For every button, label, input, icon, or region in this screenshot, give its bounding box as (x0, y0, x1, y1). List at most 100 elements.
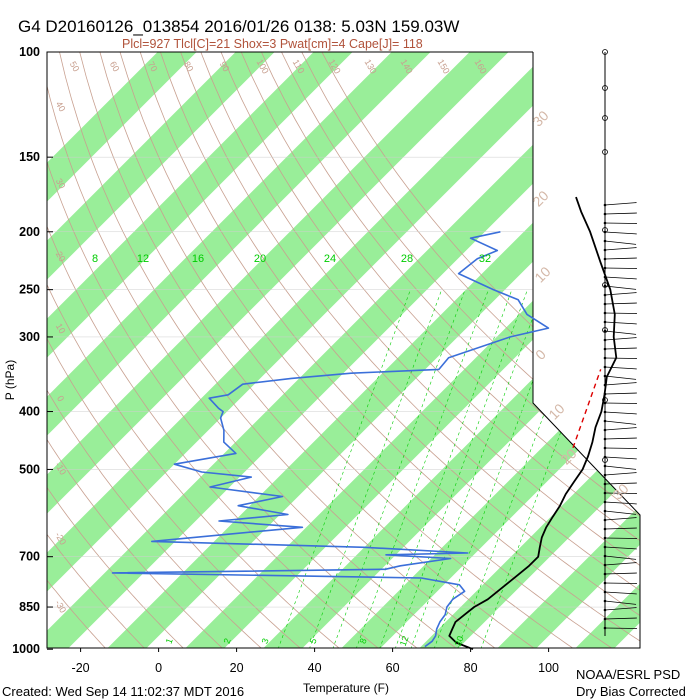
dry-adiabat-line (301, 52, 640, 648)
green-band (47, 52, 365, 648)
green-band (329, 52, 640, 648)
y-axis-label: P (hPa) (3, 360, 17, 400)
mixing-ratio-line (332, 289, 466, 648)
barb-shaft (604, 257, 637, 260)
green-band (47, 52, 599, 648)
dry-adiabat-line (180, 52, 640, 648)
temperature-tick-label: 60 (386, 661, 400, 675)
temperature-ticks: -20 0 20 40 60 80 100 (72, 648, 559, 675)
dry-adiabat-line (99, 52, 594, 648)
barb-calm-circle (602, 227, 608, 233)
pressure-tick-label: 100 (19, 45, 40, 59)
pressure-tick-label: 200 (19, 225, 40, 239)
mixing-ratio-line (433, 289, 567, 648)
barb-shaft (604, 420, 637, 425)
barb-calm-circle (602, 115, 608, 121)
barb-shaft (604, 465, 637, 470)
dry-adiabat-label: 50 (68, 60, 82, 74)
dry-adiabat-line (47, 52, 277, 648)
mixing-ratio-bottom-label: 12 (398, 635, 411, 648)
dry-adiabat-line (47, 52, 159, 648)
left-edge-adiabat-label: 10 (54, 322, 68, 336)
mixing-ratio-line (379, 289, 513, 648)
mixing-ratio-label: 28 (401, 253, 413, 265)
temperature-tick-label: -20 (72, 661, 90, 675)
dry-adiabat-line (220, 52, 640, 648)
barb-shaft (604, 302, 637, 305)
dry-adiabat-line (321, 52, 640, 648)
barb-shaft (604, 572, 637, 575)
mixing-ratio-label: 32 (479, 253, 491, 265)
barb-calm-circle (602, 282, 608, 288)
dry-adiabat-line (47, 52, 436, 648)
barb-shaft (604, 427, 637, 431)
barb-shaft (604, 330, 637, 335)
wind-barbs (602, 49, 637, 630)
dewpoint-series (111, 231, 550, 648)
temperature-series (448, 196, 618, 651)
dry-adiabat-line (119, 52, 633, 648)
mixing-ratio-bottom-label: 5 (308, 637, 319, 645)
dry-adiabats (47, 52, 640, 648)
barb-shaft (604, 482, 637, 485)
mixing-ratio-bottom-label: 3 (260, 637, 271, 645)
parcel-series (572, 369, 602, 449)
barb-shaft (604, 617, 637, 620)
barb-shaft (604, 510, 637, 515)
barb-shaft (604, 517, 637, 521)
barb-shaft (604, 437, 637, 440)
barb-shaft (604, 231, 637, 235)
barb-shaft (604, 562, 637, 566)
barb-shaft (604, 321, 637, 325)
mixing-ratio-label: 20 (254, 253, 266, 265)
pressure-tick-label: 850 (19, 600, 40, 614)
barb-shaft (604, 337, 637, 341)
mixing-ratio-line (394, 289, 528, 648)
pressure-ticks: 100 150 200 250 300 400 500 700 850 1000 (12, 45, 53, 656)
dry-adiabat-line (47, 52, 198, 648)
pressure-tick-label: 300 (19, 330, 40, 344)
chart-subtitle: Plcl=927 Tlcl[C]=21 Shox=3 Pwat[cm]=4 Ca… (122, 37, 423, 51)
dry-adiabat-line (261, 52, 640, 648)
barb-shaft (604, 375, 637, 380)
pressure-tick-label: 700 (19, 550, 40, 564)
dry-adiabat-line (47, 52, 119, 648)
green-band (47, 52, 443, 648)
pressure-tick-label: 150 (19, 150, 40, 164)
barb-shaft (604, 472, 637, 476)
barb-calm-circle (602, 149, 608, 155)
mixing-ratio-bottom-label: 1 (164, 637, 175, 645)
barb-shaft (604, 555, 637, 560)
barb-shaft (604, 212, 637, 215)
pressure-tick-label: 400 (19, 405, 40, 419)
barb-calm-circle (602, 457, 608, 463)
dry-adiabat-line (160, 52, 640, 648)
mixing-ratio-line (308, 289, 442, 648)
dry-adiabat-label: 60 (108, 60, 122, 74)
barb-shaft (604, 501, 637, 505)
barb-calm-circle (602, 85, 608, 91)
mixing-ratio-line (355, 289, 489, 648)
dry-adiabat-line (47, 52, 238, 648)
created-timestamp: Created: Wed Sep 14 11:02:37 MDT 2016 (2, 684, 244, 699)
pressure-tick-label: 250 (19, 283, 40, 297)
mixing-ratio-label: 12 (137, 253, 149, 265)
mixing-ratio-label: 16 (192, 253, 204, 265)
barb-shaft (604, 366, 637, 370)
barb-calm-circle (602, 49, 608, 55)
credit-dry-bias: Dry Bias Corrected (576, 684, 686, 699)
x-axis-label: Temperature (F) (303, 681, 389, 695)
dry-adiabat-line (47, 52, 475, 648)
barb-shaft (604, 382, 637, 386)
dry-adiabat-line (281, 52, 640, 648)
mixing-ratio-label: 24 (324, 253, 336, 265)
temperature-tick-label: 40 (308, 661, 322, 675)
temperature-tick-label: 100 (538, 661, 559, 675)
temperature-tick-label: 0 (155, 661, 162, 675)
barb-calm-circle (602, 327, 608, 333)
barb-shaft (604, 607, 637, 611)
dry-adiabat-label: 70 (146, 60, 160, 74)
dry-adiabat-line (59, 52, 515, 648)
dry-adiabat-label: 100 (255, 57, 271, 75)
